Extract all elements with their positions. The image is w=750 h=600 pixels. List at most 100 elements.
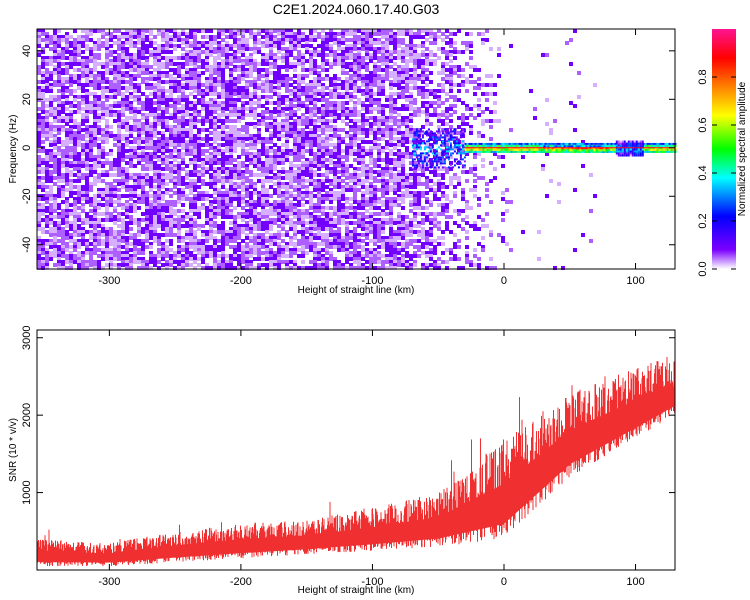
heatmap-cell [249,173,253,177]
heatmap-cell [317,110,321,114]
heatmap-cell [213,110,217,114]
heatmap-cell [181,116,185,120]
heatmap-cell [149,71,153,75]
heatmap-cell [313,161,317,165]
heatmap-cell [101,164,105,168]
heatmap-cell [89,80,93,84]
heatmap-cell [197,128,201,132]
heatmap-cell [37,245,41,249]
heatmap-cell [329,137,333,141]
heatmap-cell [293,221,297,225]
heatmap-cell [365,230,369,234]
heatmap-cell [253,95,257,99]
heatmap-cell [277,113,281,117]
heatmap-cell [65,149,69,153]
heatmap-cell [353,260,357,264]
heatmap-cell [137,227,141,231]
heatmap-cell [261,221,265,225]
heatmap-cell [133,137,137,141]
heatmap-cell [81,254,85,258]
heatmap-cell [125,203,129,207]
heatmap-cell [297,167,301,171]
heatmap-cell [305,116,309,120]
heatmap-cell [329,128,333,132]
heatmap-cell [41,95,45,99]
heatmap-cell [165,173,169,177]
heatmap-cell [221,92,225,96]
heatmap-cell [249,254,253,258]
heatmap-cell [65,224,69,228]
heatmap-cell [141,266,145,270]
heatmap-cell [129,197,133,201]
heatmap-cell [301,173,305,177]
heatmap-cell [69,101,73,105]
heatmap-cell [53,95,57,99]
heatmap-cell [161,182,165,186]
heatmap-cell [285,59,289,63]
heatmap-cell [285,119,289,123]
heatmap-cell [141,164,145,168]
heatmap-cell [181,83,185,87]
heatmap-cell [365,32,369,36]
heatmap-cell [293,119,297,123]
heatmap-cell [233,206,237,210]
heatmap-cell [57,68,61,72]
heatmap-cell [237,110,241,114]
heatmap-cell [233,113,237,117]
heatmap-cell [209,98,213,102]
heatmap-cell [189,185,193,189]
heatmap-cell [313,236,317,240]
heatmap-cell [121,32,125,36]
heatmap-cell [329,188,333,192]
heatmap-cell [109,203,113,207]
heatmap-cell [45,137,49,141]
heatmap-cell [133,83,137,87]
heatmap-cell [81,149,85,153]
heatmap-cell [81,50,85,54]
heatmap-cell [333,164,337,168]
heatmap-cell [257,224,261,228]
heatmap-cell [109,212,113,216]
heatmap-cell [113,206,117,210]
heatmap-cell [129,74,133,78]
heatmap-cell [369,47,373,51]
heatmap-cell [253,62,257,66]
heatmap-cell [141,125,145,129]
heatmap-cell [109,260,113,264]
heatmap-cell [177,110,181,114]
heatmap-cell [241,185,245,189]
heatmap-cell [341,104,345,108]
heatmap-cell [57,80,61,84]
heatmap-cell [285,209,289,213]
heatmap-cell [237,200,241,204]
heatmap-cell [281,56,285,60]
heatmap-cell [169,29,173,33]
heatmap-cell [121,59,125,63]
heatmap-cell [101,233,105,237]
heatmap-cell [317,89,321,93]
heatmap-cell [193,38,197,42]
heatmap-cell [161,80,165,84]
heatmap-cell [61,233,65,237]
heatmap-cell [293,98,297,102]
heatmap-cell [117,239,121,243]
heatmap-cell [285,170,289,174]
heatmap-cell [117,242,121,246]
heatmap-cell [97,218,101,222]
heatmap-cell [277,191,281,195]
heatmap-cell [313,257,317,261]
heatmap-cell [189,245,193,249]
heatmap-cell [149,236,153,240]
heatmap-cell [193,248,197,252]
heatmap-cell [117,245,121,249]
heatmap-cell [125,137,129,141]
heatmap-cell [57,179,61,183]
heatmap-cell [105,47,109,51]
heatmap-cell [169,209,173,213]
heatmap-cell [165,251,169,255]
heatmap-cell [61,77,65,81]
heatmap-cell [277,170,281,174]
heatmap-cell [249,227,253,231]
heatmap-cell [181,161,185,165]
heatmap-cell [349,50,353,54]
